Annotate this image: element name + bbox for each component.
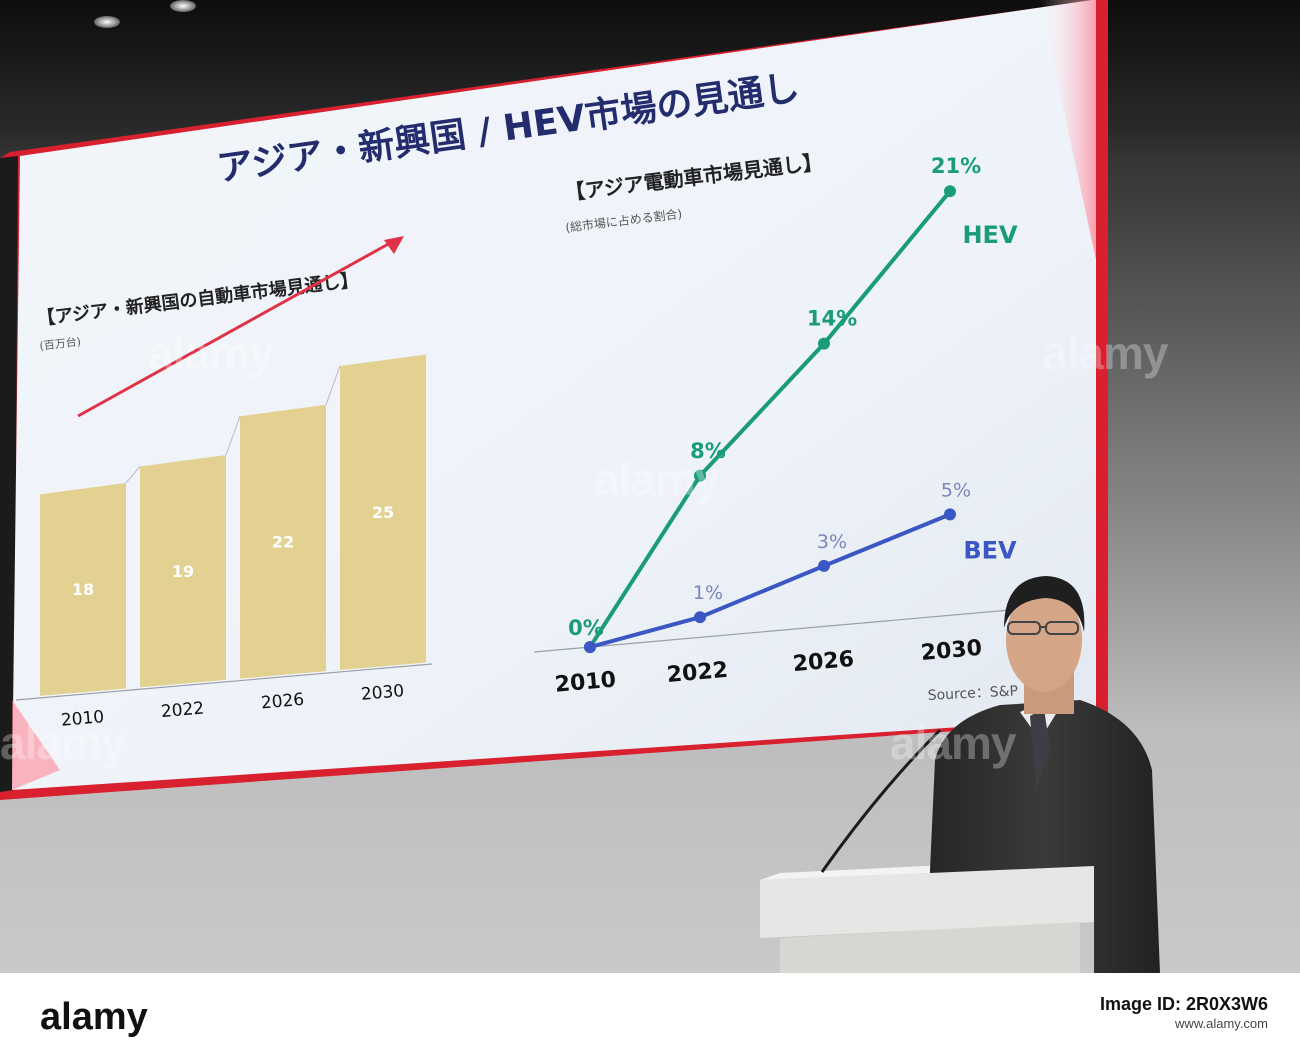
watermark-info: Image ID: 2R0X3W6 www.alamy.com xyxy=(1100,994,1268,1034)
bar-value-label: 18 xyxy=(72,580,94,599)
data-label-HEV: 0% xyxy=(568,616,604,640)
bar-category-label: 2026 xyxy=(260,690,305,714)
bar-category-label: 2022 xyxy=(160,698,205,722)
speaker-tie xyxy=(1030,708,1050,790)
slide-source: Source：S&P xyxy=(927,683,1018,704)
bar-value-label: 22 xyxy=(272,532,294,551)
series-name-HEV: HEV xyxy=(962,221,1017,249)
bar-connector xyxy=(225,416,241,456)
series-name-BEV: BEV xyxy=(963,536,1017,564)
bar-chart: 18 2010 19 2022 22 2026 25 2030 xyxy=(15,236,433,731)
screen-bezel xyxy=(0,156,18,792)
watermark-overlay: alamy xyxy=(148,327,274,379)
data-point-BEV xyxy=(944,508,956,521)
data-label-HEV: 8% xyxy=(690,439,726,463)
bar-value-label: 25 xyxy=(372,503,394,522)
ceiling-light xyxy=(170,0,196,12)
watermark-overlay: alamy xyxy=(0,717,126,769)
data-point-HEV xyxy=(944,185,956,198)
data-label-BEV: 3% xyxy=(817,531,847,553)
left-chart-unit: (百万台) xyxy=(39,334,82,353)
line-category-label: 2022 xyxy=(666,658,729,688)
line-chart: 0% 8% 14% 21% HEV 1% 3% 5% BEV 2010 2022 2026 2030 xyxy=(533,154,1018,698)
trend-arrow-line xyxy=(77,240,393,418)
ceiling-light xyxy=(94,16,120,28)
watermark-overlay: alamy xyxy=(1042,327,1168,379)
screen-glow xyxy=(1040,0,1096,260)
bar-2010 xyxy=(40,482,126,696)
speaker-suit xyxy=(930,700,1160,973)
speaker-face xyxy=(1006,588,1082,692)
alamy-url: www.alamy.com xyxy=(1175,1016,1268,1031)
watermark-overlay: alamy xyxy=(594,453,720,505)
data-point-HEV xyxy=(818,337,830,350)
speaker-hair xyxy=(1004,576,1085,632)
series-line-BEV xyxy=(589,512,951,650)
series-line-HEV xyxy=(588,189,952,649)
line-category-label: 2030 xyxy=(920,636,983,666)
presentation-scene: アジア・新興国 / HEV市場の見通し 【アジア・新興国の自動車市場見通し】 (… xyxy=(0,0,1160,973)
alamy-logo: alamy xyxy=(40,996,148,1038)
data-label-HEV: 21% xyxy=(931,154,981,178)
bar-category-label: 2010 xyxy=(60,707,105,731)
data-label-HEV: 14% xyxy=(807,307,857,331)
bar-chart-baseline xyxy=(15,663,433,701)
alamy-logo-text: alamy xyxy=(40,996,148,1038)
line-category-label: 2026 xyxy=(792,647,855,677)
screen-glow xyxy=(12,700,60,790)
data-label-BEV: 5% xyxy=(941,479,971,501)
bar-2026 xyxy=(240,404,326,679)
bar-connector xyxy=(325,365,341,405)
podium-top xyxy=(760,866,1094,938)
bar-2030 xyxy=(340,354,426,670)
podium-body xyxy=(780,922,1080,973)
bar-category-label: 2030 xyxy=(360,681,405,705)
watermark-overlay: alamy xyxy=(890,717,1016,769)
bar-2022 xyxy=(140,455,226,688)
image-id: Image ID: 2R0X3W6 xyxy=(1099,994,1268,1014)
line-chart-baseline xyxy=(533,609,1011,653)
data-point-BEV xyxy=(818,559,830,572)
watermark-bar xyxy=(0,973,1300,1063)
microphone xyxy=(820,728,942,873)
bar-connector xyxy=(125,466,141,484)
data-point-BEV xyxy=(584,641,596,654)
line-category-label: 2010 xyxy=(554,667,617,697)
speaker xyxy=(930,576,1160,973)
data-point-HEV xyxy=(694,469,706,482)
data-label-BEV: 1% xyxy=(693,582,723,604)
trend-arrow-head xyxy=(384,236,404,254)
data-point-BEV xyxy=(694,611,706,624)
bar-value-label: 19 xyxy=(172,562,194,581)
